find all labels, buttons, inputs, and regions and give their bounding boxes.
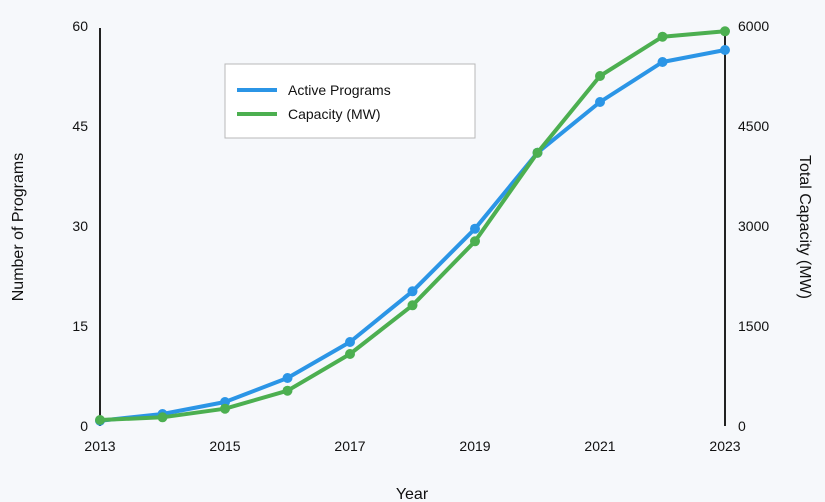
data-point-capacity-mw [95,415,105,425]
legend-label-active-programs: Active Programs [288,82,391,98]
right-y-tick-label: 0 [738,418,746,434]
data-point-capacity-mw [220,403,230,414]
x-tick-label: 2015 [209,438,240,454]
right-y-tick-label: 4500 [738,118,769,134]
legend-box [224,63,476,139]
data-point-capacity-mw [407,300,418,311]
right-y-tick-label: 1500 [738,318,769,334]
left-y-tick-label: 45 [72,118,88,134]
left-y-tick-label: 60 [72,18,88,34]
data-point-capacity-mw [720,26,730,37]
tick-labels: 2013 2015 2017 2019 2021 2023 0 15 30 45 60 0 1500 30… [72,18,769,454]
right-y-axis-title: Total Capacity (MW) [796,155,813,299]
axes [99,28,726,426]
data-point-capacity-mw [282,385,293,396]
x-tick-label: 2017 [334,438,365,454]
series-lines [95,26,730,426]
data-point-capacity-mw [532,147,543,158]
left-y-tick-label: 15 [72,318,88,334]
x-tick-label: 2023 [709,438,740,454]
legend: Active Programs Capacity (MW) [224,63,476,139]
x-axis-title: Year [396,486,429,502]
data-point-active-programs [720,45,730,55]
data-point-active-programs [470,223,480,234]
left-y-tick-label: 0 [80,418,88,434]
data-point-capacity-mw [657,31,668,42]
data-point-capacity-mw [470,236,480,247]
x-tick-label: 2019 [459,438,490,454]
data-point-capacity-mw [345,349,355,359]
legend-label-capacity: Capacity (MW) [288,106,381,122]
data-point-capacity-mw [595,71,605,81]
x-tick-label: 2013 [84,438,115,454]
right-y-tick-label: 3000 [738,218,769,234]
data-point-active-programs [657,57,668,67]
data-point-active-programs [345,337,355,347]
data-point-active-programs [282,373,293,383]
right-y-tick-label: 6000 [738,18,769,34]
left-y-axis-title: Number of Programs [10,153,27,302]
data-point-active-programs [407,286,418,297]
data-point-active-programs [595,97,605,107]
x-tick-label: 2021 [584,438,615,454]
left-y-tick-label: 30 [72,218,88,234]
data-point-capacity-mw [157,412,168,423]
